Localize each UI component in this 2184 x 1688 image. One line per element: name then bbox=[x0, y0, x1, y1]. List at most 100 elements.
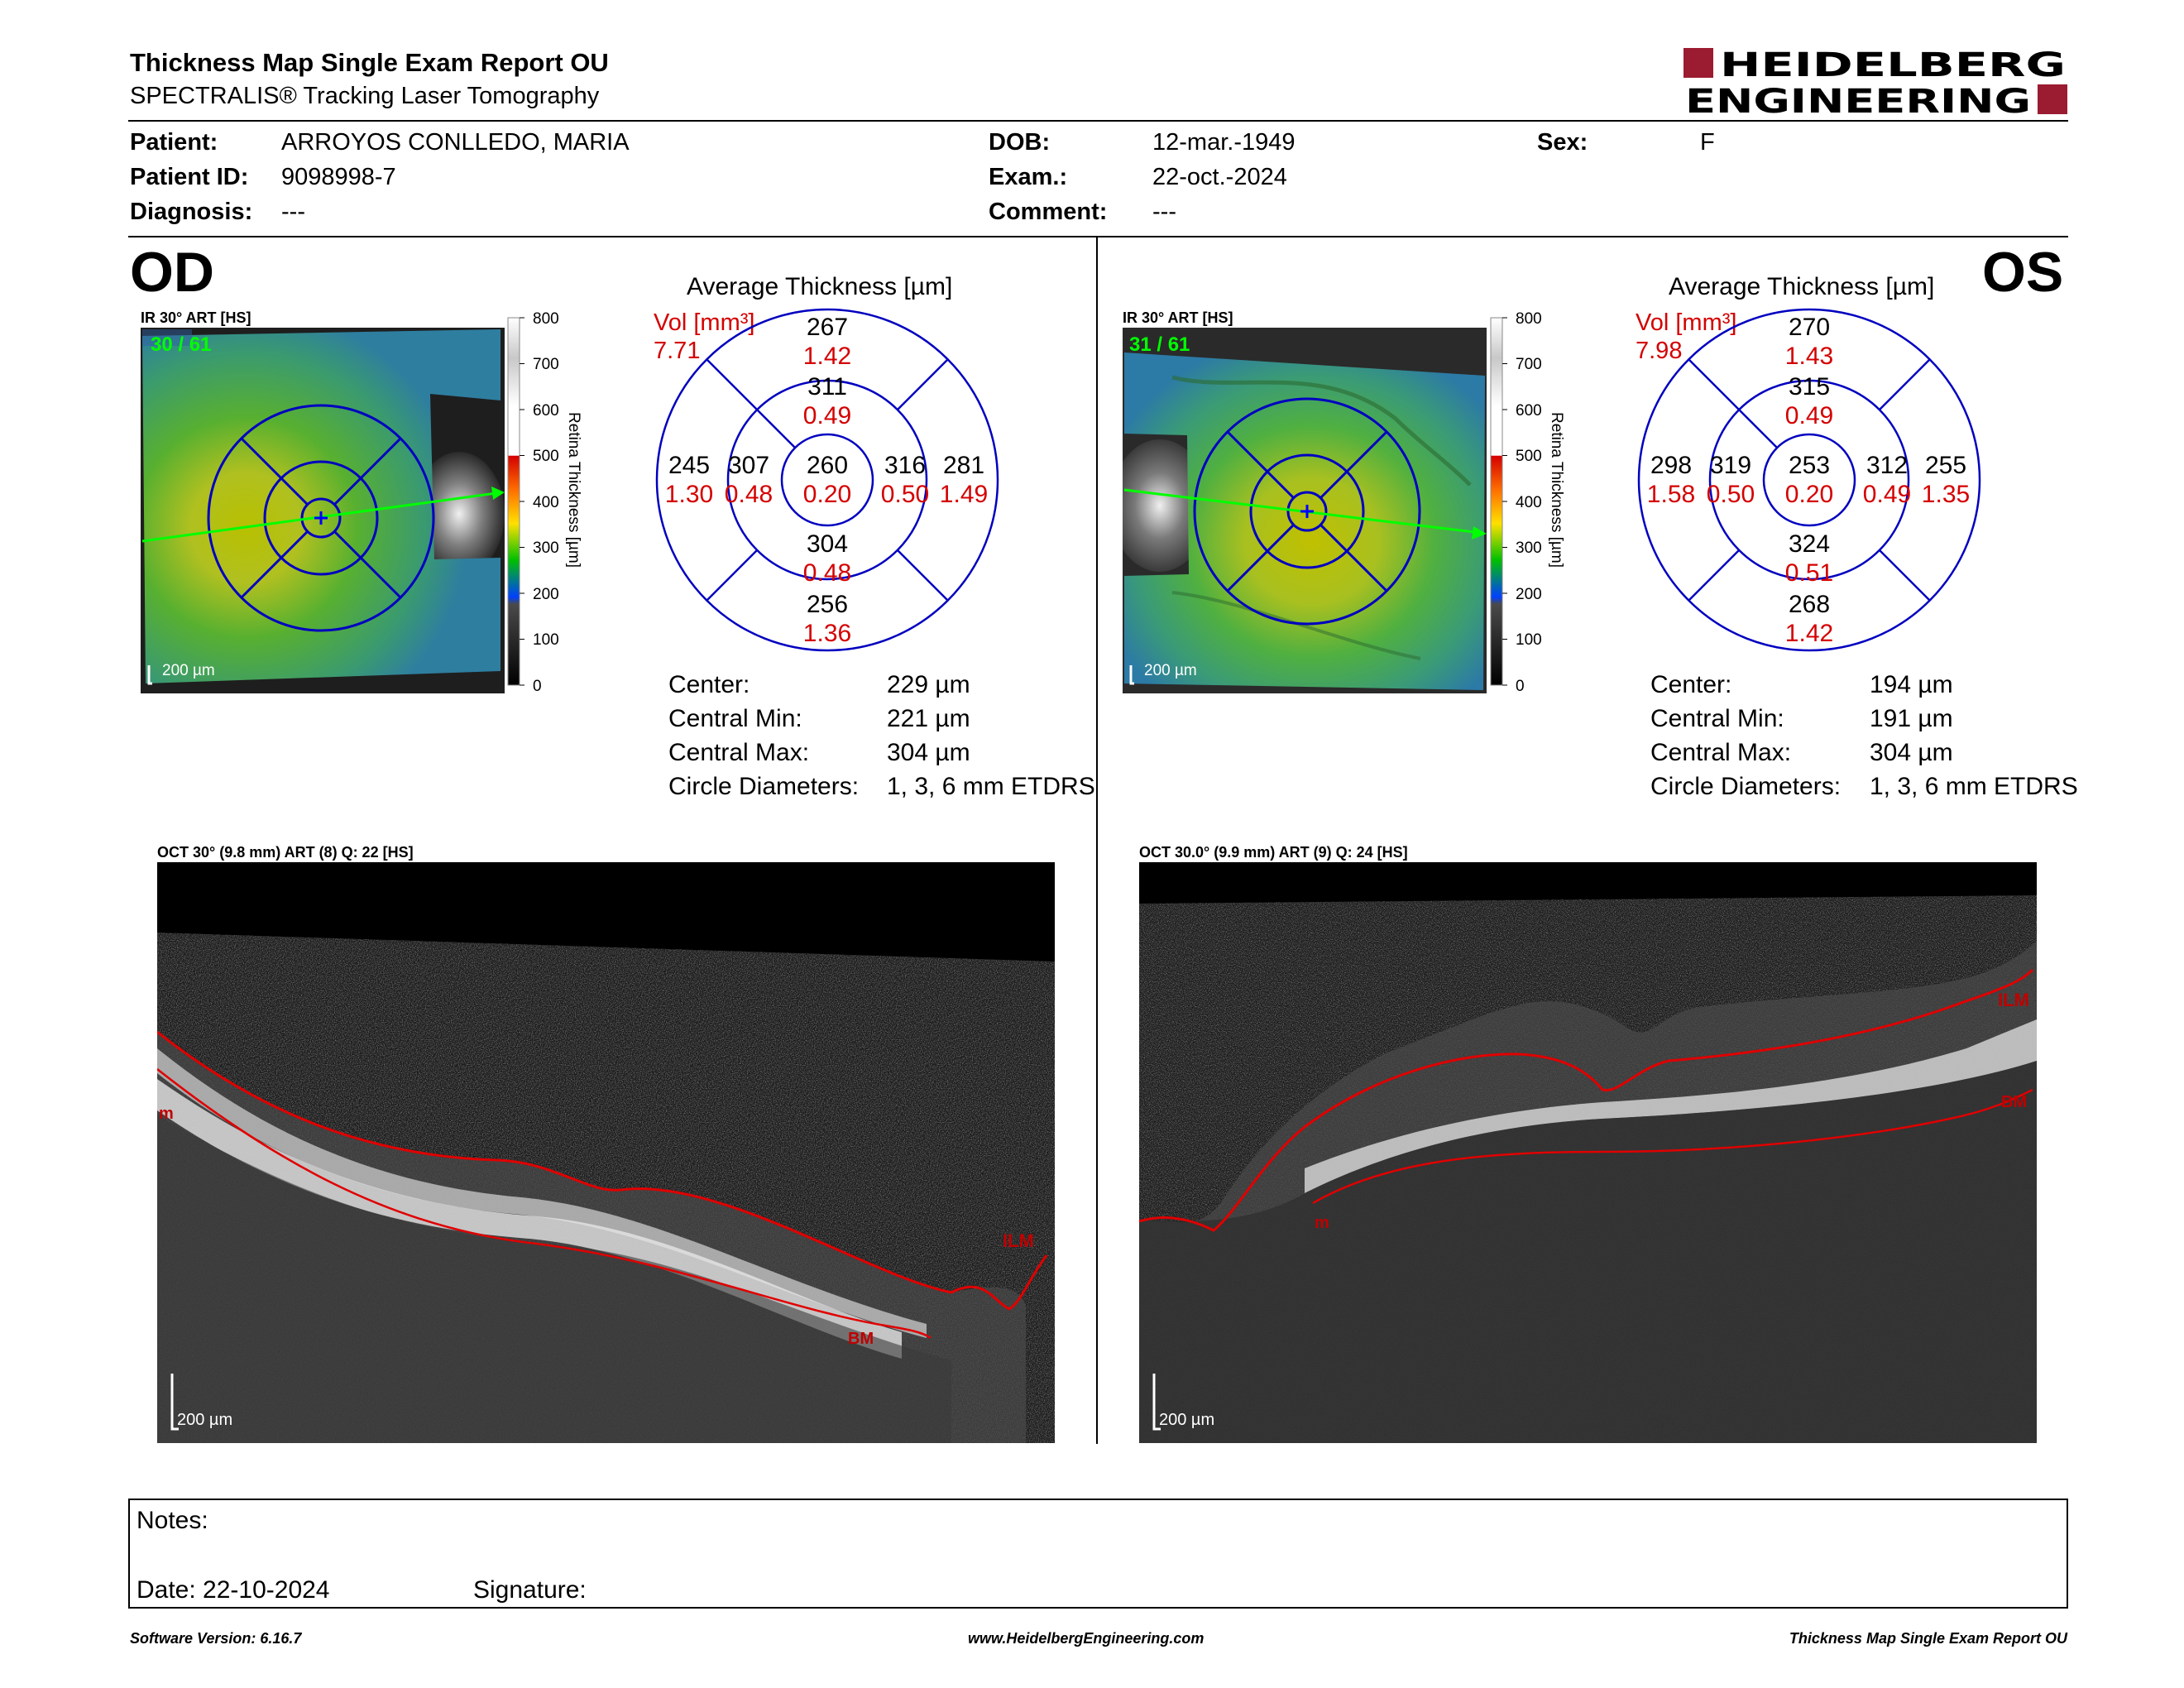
os-inner-top-thickness: 315 bbox=[1789, 373, 1830, 400]
os-scale-tick-400: 400 bbox=[1516, 494, 1542, 511]
info-divider bbox=[128, 236, 2068, 237]
os-outer-right-volume: 1.35 bbox=[1922, 481, 1970, 508]
os-scale-tick-700: 700 bbox=[1516, 356, 1542, 373]
os-inner-bottom-thickness: 324 bbox=[1789, 530, 1830, 558]
os-outer-right-thickness: 255 bbox=[1925, 452, 1966, 479]
logo-line2: ENGINEERING bbox=[1685, 83, 2031, 116]
patient-id-label: Patient ID: bbox=[130, 164, 249, 190]
os-inner-top-volume: 0.49 bbox=[1785, 402, 1833, 429]
os-outer-bottom-volume: 1.42 bbox=[1785, 620, 1833, 647]
od-outer-bottom-thickness: 256 bbox=[807, 591, 848, 618]
notes-label: Notes: bbox=[136, 1507, 208, 1534]
os-circle-diameters-value: 1, 3, 6 mm ETDRS bbox=[1870, 773, 2078, 800]
report-title: Thickness Map Single Exam Report OU bbox=[130, 48, 609, 77]
od-avg-title: Average Thickness [µm] bbox=[687, 273, 953, 300]
os-m-label: m bbox=[1315, 1214, 1329, 1232]
os-center-volume: 0.20 bbox=[1785, 481, 1833, 508]
od-scale-tick-100: 100 bbox=[533, 631, 559, 649]
od-circle-diameters-label: Circle Diameters: bbox=[668, 773, 860, 800]
signature-label: Signature: bbox=[473, 1576, 587, 1604]
od-inner-bottom-thickness: 304 bbox=[807, 530, 848, 558]
sex-label: Sex: bbox=[1537, 129, 1588, 156]
comment-label: Comment: bbox=[989, 199, 1108, 225]
dob-label: DOB: bbox=[989, 129, 1051, 156]
diagnosis-value: --- bbox=[281, 199, 305, 225]
os-scale-tick-600: 600 bbox=[1516, 402, 1542, 420]
os-scale-tick-200: 200 bbox=[1516, 586, 1542, 603]
os-outer-top-thickness: 270 bbox=[1789, 314, 1830, 341]
os-frame-counter: 31 / 61 bbox=[1129, 333, 1190, 356]
od-outer-left-thickness: 245 bbox=[668, 452, 710, 479]
os-inner-left-volume: 0.50 bbox=[1707, 481, 1755, 508]
od-map-scalebar: 200 µm bbox=[162, 662, 215, 679]
patient-label: Patient: bbox=[130, 129, 218, 156]
comment-value: --- bbox=[1152, 199, 1176, 225]
os-map-scalebar: 200 µm bbox=[1144, 662, 1197, 679]
os-scale-label: Retina Thickness [µm] bbox=[1548, 412, 1565, 568]
os-etdrs-grid: 270 1.43 315 0.49 253 0.20 319 0.50 312 … bbox=[1637, 308, 1981, 652]
os-circle-diameters-label: Circle Diameters: bbox=[1650, 773, 1842, 800]
diagnosis-label: Diagnosis: bbox=[130, 199, 253, 225]
od-inner-right-thickness: 316 bbox=[884, 452, 926, 479]
od-inner-left-volume: 0.48 bbox=[725, 481, 773, 508]
os-outer-top-volume: 1.43 bbox=[1785, 343, 1833, 370]
os-scale-tick-0: 0 bbox=[1516, 678, 1525, 695]
od-thickness-map: 30 / 61 200 µm bbox=[141, 328, 505, 693]
sex-value: F bbox=[1700, 129, 1715, 156]
exam-label: Exam.: bbox=[989, 164, 1068, 190]
os-center-value: 194 µm bbox=[1870, 671, 1953, 698]
od-outer-left-volume: 1.30 bbox=[665, 481, 713, 508]
od-frame-counter: 30 / 61 bbox=[151, 333, 211, 356]
od-center-label: Center: bbox=[668, 671, 750, 698]
od-scale-tick-700: 700 bbox=[533, 356, 559, 373]
os-ir-label: IR 30° ART [HS] bbox=[1123, 309, 1233, 326]
os-outer-left-volume: 1.58 bbox=[1647, 481, 1695, 508]
od-oct-scalebar: 200 µm bbox=[177, 1411, 232, 1429]
dob-value: 12-mar.-1949 bbox=[1152, 129, 1296, 156]
od-scale-tick-300: 300 bbox=[533, 539, 559, 557]
exam-value: 22-oct.-2024 bbox=[1152, 164, 1287, 190]
os-thickness-map: 31 / 61 200 µm bbox=[1123, 328, 1487, 693]
os-inner-left-thickness: 319 bbox=[1710, 452, 1751, 479]
os-scale-tick-800: 800 bbox=[1516, 310, 1542, 328]
od-color-scale: 800 700 600 500 400 300 200 100 0 Retina… bbox=[507, 310, 582, 695]
os-inner-right-thickness: 312 bbox=[1866, 452, 1908, 479]
os-scale-tick-500: 500 bbox=[1516, 448, 1542, 465]
os-eye-label: OS bbox=[1982, 241, 2064, 304]
od-m-label: m bbox=[159, 1105, 174, 1123]
os-oct-bscan: ILM BM m 200 µm bbox=[1139, 862, 2037, 1443]
os-outer-bottom-thickness: 268 bbox=[1789, 591, 1830, 618]
header-divider bbox=[128, 120, 2068, 122]
os-scale-tick-300: 300 bbox=[1516, 539, 1542, 557]
od-outer-bottom-volume: 1.36 bbox=[803, 620, 851, 647]
patient-name: ARROYOS CONLLEDO, MARIA bbox=[281, 129, 630, 156]
os-avg-title: Average Thickness [µm] bbox=[1669, 273, 1935, 300]
od-ilm-label: ILM bbox=[1003, 1230, 1034, 1251]
od-scale-label: Retina Thickness [µm] bbox=[565, 412, 582, 568]
od-outer-right-thickness: 281 bbox=[943, 452, 984, 479]
od-oct-label: OCT 30° (9.8 mm) ART (8) Q: 22 [HS] bbox=[157, 844, 414, 861]
od-ir-label: IR 30° ART [HS] bbox=[141, 309, 251, 326]
os-bm-label: BM bbox=[2001, 1093, 2027, 1111]
logo-line1: HEIDELBERG bbox=[1720, 46, 2066, 84]
od-scale-tick-200: 200 bbox=[533, 586, 559, 603]
footer-website-link[interactable]: www.HeidelbergEngineering.com bbox=[968, 1630, 1205, 1647]
os-color-scale: 800 700 600 500 400 300 200 100 0 Retina… bbox=[1490, 310, 1565, 695]
os-oct-scalebar: 200 µm bbox=[1159, 1411, 1214, 1429]
od-scale-tick-0: 0 bbox=[533, 678, 542, 695]
od-vol-label: Vol [mm³] bbox=[654, 309, 755, 336]
os-inner-right-volume: 0.49 bbox=[1863, 481, 1911, 508]
date-label: Date: 22-10-2024 bbox=[136, 1576, 330, 1604]
os-scale-tick-100: 100 bbox=[1516, 631, 1542, 649]
patient-id-value: 9098998-7 bbox=[281, 164, 396, 190]
od-central-max-value: 304 µm bbox=[887, 739, 970, 766]
od-bm-label: BM bbox=[848, 1330, 874, 1348]
notes-box[interactable]: Notes: Date: 22-10-2024 Signature: bbox=[128, 1499, 2068, 1609]
od-eye-label: OD bbox=[130, 241, 214, 304]
od-inner-top-volume: 0.49 bbox=[803, 402, 851, 429]
os-oct-label: OCT 30.0° (9.9 mm) ART (9) Q: 24 [HS] bbox=[1139, 844, 1408, 861]
report-subtitle: SPECTRALIS® Tracking Laser Tomography bbox=[130, 83, 600, 109]
od-circle-diameters-value: 1, 3, 6 mm ETDRS bbox=[887, 773, 1095, 800]
od-etdrs-grid: 267 1.42 311 0.49 260 0.20 307 0.48 316 … bbox=[655, 308, 999, 652]
footer-report-name: Thickness Map Single Exam Report OU bbox=[1789, 1630, 2067, 1647]
